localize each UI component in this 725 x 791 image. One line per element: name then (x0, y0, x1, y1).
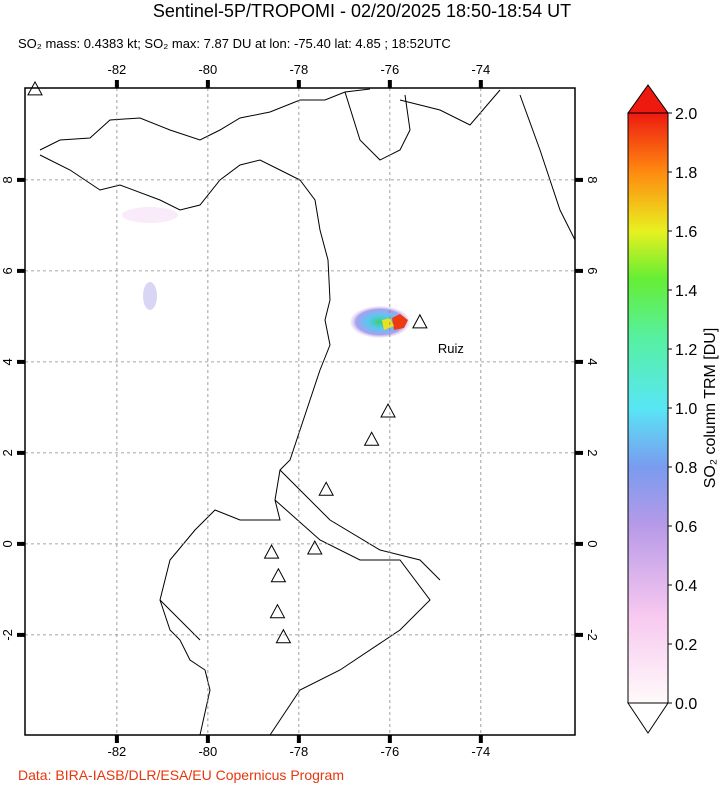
colorbar-tick-label: 1.6 (675, 224, 697, 241)
volcano-marker (318, 481, 334, 496)
map-frame (24, 87, 576, 736)
y-tick-label: 0 (0, 540, 15, 547)
so2-plume-core (392, 314, 408, 330)
colorbar-min-arrow (627, 702, 669, 734)
x-tick-label: -74 (471, 62, 490, 77)
tick-mark (575, 268, 583, 273)
tick-mark (17, 268, 25, 273)
colorbar-tick-label: 1.4 (675, 283, 697, 300)
title: Sentinel-5P/TROPOMI - 02/20/2025 18:50-1… (153, 1, 571, 21)
volcano-marker (269, 603, 286, 619)
volcano-label: Ruiz (438, 341, 464, 356)
y-tick-label: 8 (0, 176, 15, 183)
tick-mark (575, 359, 583, 364)
tick-mark (478, 735, 483, 743)
volcano-marker (270, 567, 287, 583)
faint-signal (122, 207, 178, 223)
colorbar-tick-label: 1.0 (675, 401, 697, 418)
y-tick-label: 6 (585, 267, 600, 274)
volcano-marker (27, 80, 43, 96)
tick-mark (17, 177, 25, 182)
y-tick-label: 2 (585, 449, 600, 456)
map (25, 88, 576, 736)
x-tick-label: -74 (471, 744, 490, 759)
y-tick-label: -2 (0, 629, 15, 641)
tick-mark (575, 450, 583, 455)
x-tick-label: -78 (289, 62, 308, 77)
volcano-marker (363, 431, 380, 446)
colorbar-tick-label: 1.2 (675, 342, 697, 359)
volcano-marker (412, 313, 428, 329)
volcano-marker (275, 628, 292, 644)
x-tick-label: -82 (107, 62, 126, 77)
tick-mark (17, 632, 25, 637)
tick-mark (114, 80, 119, 88)
x-tick-label: -76 (380, 744, 399, 759)
y-tick-label: 2 (0, 449, 15, 456)
colorbar-tick-label: 0.8 (675, 460, 697, 477)
x-tick-label: -82 (107, 744, 126, 759)
colorbar-label: SO₂ column TRM [DU] (702, 328, 719, 489)
y-tick-label: -2 (585, 629, 600, 641)
tick-mark (296, 735, 301, 743)
tick-mark (575, 632, 583, 637)
faint-signal (143, 282, 157, 310)
volcano-marker (306, 539, 323, 555)
tick-mark (114, 735, 119, 743)
tick-mark (387, 735, 392, 743)
volcano-marker (380, 402, 396, 418)
volcano-marker (263, 544, 280, 559)
y-tick-label: 6 (0, 267, 15, 274)
tick-mark (205, 735, 210, 743)
x-tick-label: -80 (198, 62, 217, 77)
so2-plume (350, 306, 410, 338)
colorbar-tick-label: 0.6 (675, 519, 697, 536)
x-tick-label: -78 (289, 744, 308, 759)
tick-mark (17, 359, 25, 364)
colorbar-tick-label: 0.2 (675, 637, 697, 654)
tick-mark (575, 177, 583, 182)
tick-mark (296, 80, 301, 88)
tick-mark (17, 541, 25, 546)
colorbar-max-arrow (627, 84, 669, 114)
colorbar-tick-label: 0.0 (675, 696, 697, 713)
colorbar-tick-label: 2.0 (675, 106, 697, 123)
tick-mark (17, 450, 25, 455)
y-tick-label: 0 (585, 540, 600, 547)
colorbar-tick-label: 1.8 (675, 165, 697, 182)
y-tick-label: 4 (585, 358, 600, 365)
y-tick-label: 8 (585, 176, 600, 183)
map-background (25, 88, 575, 735)
footer-credit: Data: BIRA-IASB/DLR/ESA/EU Copernicus Pr… (18, 767, 344, 783)
colorbar-tick-label: 0.4 (675, 578, 697, 595)
x-tick-label: -76 (380, 62, 399, 77)
tick-mark (478, 80, 483, 88)
tick-mark (387, 80, 392, 88)
so2-plume-core (382, 318, 394, 330)
colorbar (627, 112, 669, 704)
tick-mark (205, 80, 210, 88)
y-tick-label: 4 (0, 358, 15, 365)
tick-mark (575, 541, 583, 546)
x-tick-label: -80 (198, 744, 217, 759)
subtitle: SO₂ mass: 0.4383 kt; SO₂ max: 7.87 DU at… (18, 36, 451, 51)
